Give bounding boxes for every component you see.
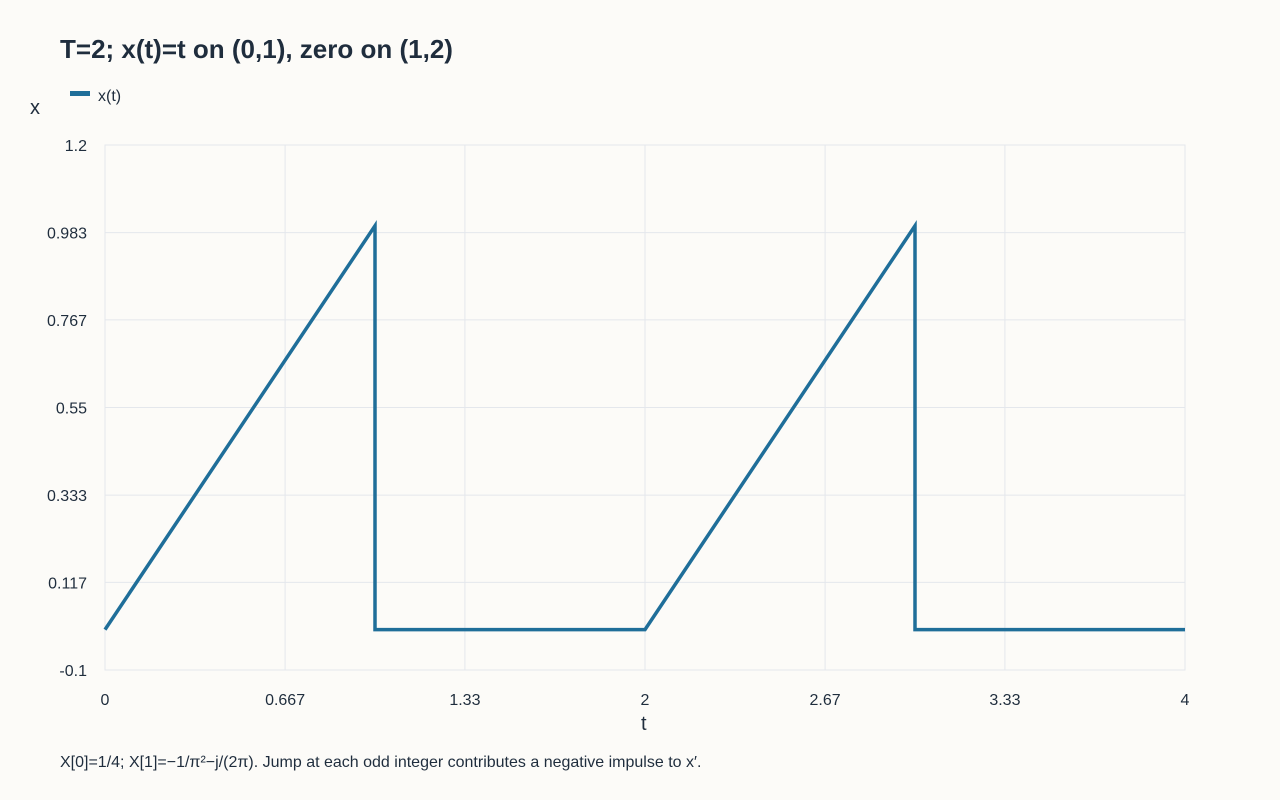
x-tick-label: 0.667	[265, 692, 305, 709]
series-line-x-t	[103, 220, 1185, 632]
legend: x(t)	[70, 88, 121, 106]
x-tick-label: 4	[1181, 692, 1190, 709]
legend-swatch	[70, 90, 90, 96]
y-tick-label: 0.333	[47, 488, 87, 505]
x-tick-label: 2.67	[810, 692, 841, 709]
y-tick-label: -0.1	[59, 663, 87, 680]
x-tick-label: 3.33	[989, 692, 1020, 709]
x-tick-label: 1.33	[449, 692, 480, 709]
x-axis-label: t	[641, 713, 647, 735]
y-tick-label: 0.767	[47, 313, 87, 330]
y-axis-label: x	[30, 97, 40, 119]
y-tick-label: 1.2	[65, 138, 87, 155]
y-tick-label: 0.117	[48, 575, 87, 592]
annotation-footnote: X[0]=1/4; X[1]=−1/π²−j/(2π). Jump at eac…	[60, 754, 702, 771]
y-tick-label: 0.55	[56, 401, 87, 418]
y-tick-label: 0.983	[47, 226, 87, 243]
x-tick-label: 2	[641, 692, 650, 709]
legend-label: x(t)	[98, 88, 122, 105]
x-tick-label: 0	[101, 692, 110, 709]
chart-title: T=2; x(t)=t on (0,1), zero on (1,2)	[60, 34, 453, 64]
